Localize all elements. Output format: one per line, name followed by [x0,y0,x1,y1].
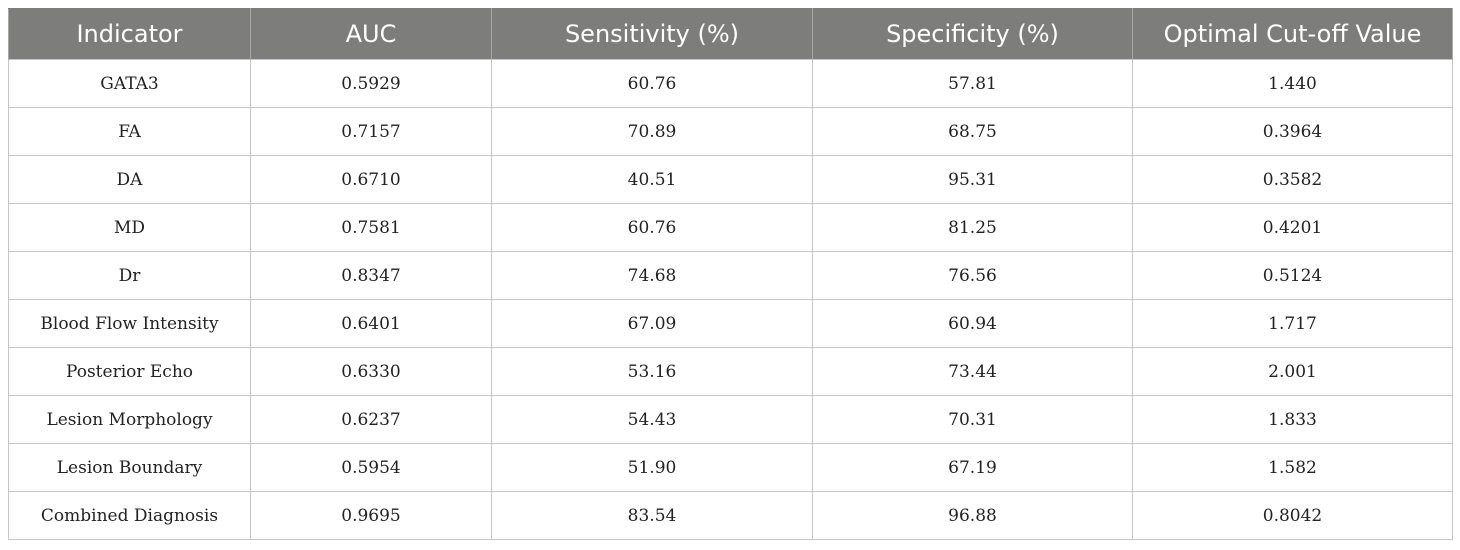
cell-cutoff: 0.3582 [1132,155,1453,204]
cell-sensitivity: 83.54 [491,491,813,540]
table-row: Lesion Morphology 0.6237 54.43 70.31 1.8… [8,395,1453,444]
cell-auc: 0.5954 [250,443,492,492]
cell-sensitivity: 53.16 [491,347,813,396]
cell-sensitivity: 51.90 [491,443,813,492]
cell-cutoff: 0.4201 [1132,203,1453,252]
table-row: MD 0.7581 60.76 81.25 0.4201 [8,203,1453,252]
header-sensitivity: Sensitivity (%) [491,8,813,60]
cell-specificity: 57.81 [812,59,1133,108]
cell-auc: 0.7581 [250,203,492,252]
cell-cutoff: 2.001 [1132,347,1453,396]
table-row: Blood Flow Intensity 0.6401 67.09 60.94 … [8,299,1453,348]
cell-specificity: 96.88 [812,491,1133,540]
cell-specificity: 73.44 [812,347,1133,396]
cell-indicator: DA [8,155,251,204]
table-row: DA 0.6710 40.51 95.31 0.3582 [8,155,1453,204]
cell-sensitivity: 60.76 [491,59,813,108]
cell-specificity: 95.31 [812,155,1133,204]
cell-specificity: 81.25 [812,203,1133,252]
cell-cutoff: 0.5124 [1132,251,1453,300]
cell-auc: 0.5929 [250,59,492,108]
cell-indicator: Combined Diagnosis [8,491,251,540]
cell-indicator: Posterior Echo [8,347,251,396]
cell-cutoff: 1.833 [1132,395,1453,444]
cell-specificity: 76.56 [812,251,1133,300]
cell-cutoff: 0.3964 [1132,107,1453,156]
table-row: Posterior Echo 0.6330 53.16 73.44 2.001 [8,347,1453,396]
cell-auc: 0.9695 [250,491,492,540]
cell-auc: 0.6710 [250,155,492,204]
cell-indicator: Lesion Morphology [8,395,251,444]
header-indicator: Indicator [8,8,251,60]
table-row: FA 0.7157 70.89 68.75 0.3964 [8,107,1453,156]
cell-indicator: MD [8,203,251,252]
header-row: Indicator AUC Sensitivity (%) Specificit… [8,8,1453,60]
cell-indicator: GATA3 [8,59,251,108]
cell-auc: 0.7157 [250,107,492,156]
cell-sensitivity: 54.43 [491,395,813,444]
cell-cutoff: 1.440 [1132,59,1453,108]
cell-sensitivity: 67.09 [491,299,813,348]
cell-specificity: 60.94 [812,299,1133,348]
cell-cutoff: 1.717 [1132,299,1453,348]
header-specificity: Specificity (%) [812,8,1133,60]
cell-sensitivity: 74.68 [491,251,813,300]
cell-auc: 0.6330 [250,347,492,396]
cell-indicator: Dr [8,251,251,300]
cell-cutoff: 0.8042 [1132,491,1453,540]
cell-specificity: 67.19 [812,443,1133,492]
data-table-container: Indicator AUC Sensitivity (%) Specificit… [8,8,1453,540]
cell-sensitivity: 60.76 [491,203,813,252]
cell-auc: 0.6401 [250,299,492,348]
cell-specificity: 68.75 [812,107,1133,156]
table-row: GATA3 0.5929 60.76 57.81 1.440 [8,59,1453,108]
cell-auc: 0.8347 [250,251,492,300]
cell-sensitivity: 70.89 [491,107,813,156]
header-auc: AUC [250,8,492,60]
cell-cutoff: 1.582 [1132,443,1453,492]
cell-indicator: Blood Flow Intensity [8,299,251,348]
table-row: Lesion Boundary 0.5954 51.90 67.19 1.582 [8,443,1453,492]
indicator-table: Indicator AUC Sensitivity (%) Specificit… [8,8,1453,540]
cell-sensitivity: 40.51 [491,155,813,204]
table-row: Dr 0.8347 74.68 76.56 0.5124 [8,251,1453,300]
cell-indicator: FA [8,107,251,156]
header-cutoff: Optimal Cut-off Value [1132,8,1453,60]
cell-specificity: 70.31 [812,395,1133,444]
cell-auc: 0.6237 [250,395,492,444]
cell-indicator: Lesion Boundary [8,443,251,492]
table-row: Combined Diagnosis 0.9695 83.54 96.88 0.… [8,491,1453,540]
